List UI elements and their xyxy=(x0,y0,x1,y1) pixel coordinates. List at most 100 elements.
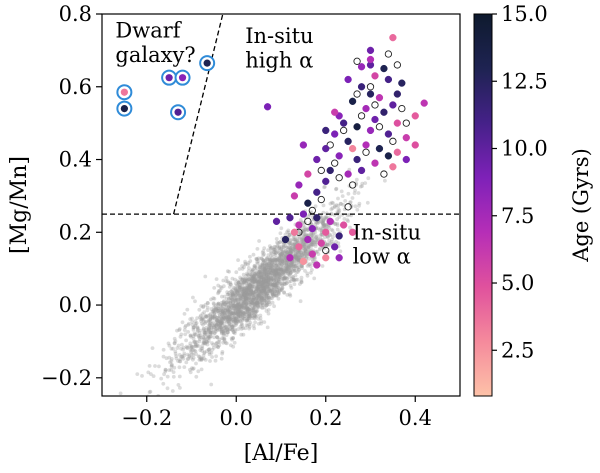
background-point xyxy=(293,273,298,278)
background-point xyxy=(247,288,252,293)
background-point xyxy=(311,243,315,247)
background-point xyxy=(277,256,282,261)
background-point xyxy=(248,282,252,287)
background-point xyxy=(336,196,340,201)
background-point xyxy=(287,262,291,267)
background-point xyxy=(172,341,177,346)
background-point xyxy=(213,358,218,363)
background-point xyxy=(163,368,168,372)
age-point xyxy=(389,163,397,171)
background-point xyxy=(268,257,272,262)
background-point xyxy=(275,258,280,263)
background-point xyxy=(293,256,298,260)
background-point xyxy=(259,272,264,276)
background-point xyxy=(315,249,320,254)
background-point xyxy=(193,344,198,349)
background-point xyxy=(283,249,288,254)
background-point xyxy=(269,288,274,293)
background-point xyxy=(277,272,282,277)
background-point xyxy=(264,275,268,280)
background-point xyxy=(243,279,247,284)
background-point xyxy=(210,315,214,320)
background-point xyxy=(234,303,239,308)
background-point xyxy=(278,267,283,272)
background-point xyxy=(270,291,274,295)
background-point xyxy=(303,232,308,237)
background-point xyxy=(247,285,251,290)
background-point xyxy=(334,239,338,244)
colorbar-tick-label: 2.5 xyxy=(501,338,534,362)
background-point xyxy=(327,225,332,230)
background-point xyxy=(172,365,177,370)
background-point xyxy=(279,257,284,262)
background-point xyxy=(180,354,185,359)
background-point xyxy=(209,328,214,333)
background-point xyxy=(264,285,269,290)
background-point xyxy=(268,296,273,300)
background-point xyxy=(222,337,227,342)
background-point xyxy=(271,262,276,267)
background-point xyxy=(251,268,255,272)
background-point xyxy=(235,283,239,287)
background-point xyxy=(301,230,306,235)
background-point xyxy=(335,221,340,226)
background-point xyxy=(187,354,192,359)
background-point xyxy=(272,277,276,282)
age-point xyxy=(362,141,370,149)
background-point xyxy=(253,271,257,276)
background-point xyxy=(302,225,307,230)
background-point xyxy=(272,283,277,287)
background-point xyxy=(303,244,307,249)
background-point xyxy=(280,251,285,256)
background-point xyxy=(209,351,214,355)
background-point xyxy=(252,263,257,268)
background-point xyxy=(210,322,215,326)
background-point xyxy=(221,278,226,283)
background-point xyxy=(270,258,274,263)
background-point xyxy=(309,234,314,238)
background-point xyxy=(259,319,264,324)
background-point xyxy=(231,294,236,298)
background-point xyxy=(242,288,246,293)
background-point xyxy=(243,278,247,283)
background-point xyxy=(270,260,275,265)
background-point xyxy=(242,316,246,321)
background-point xyxy=(209,307,214,311)
background-point xyxy=(175,328,179,333)
background-point xyxy=(295,254,300,259)
background-point xyxy=(236,313,241,317)
background-point xyxy=(270,283,275,288)
background-point xyxy=(266,282,270,287)
background-point xyxy=(258,268,262,273)
background-point xyxy=(314,238,318,243)
open-circle-point xyxy=(335,174,343,182)
background-point xyxy=(244,295,249,300)
background-point xyxy=(249,274,254,278)
background-point xyxy=(263,269,268,274)
age-point xyxy=(366,90,375,98)
background-point xyxy=(258,298,263,302)
background-point xyxy=(262,286,267,291)
background-point xyxy=(256,287,260,292)
background-point xyxy=(322,223,326,227)
background-point xyxy=(228,301,233,305)
background-point xyxy=(242,288,246,293)
background-point xyxy=(268,258,273,262)
background-point xyxy=(247,283,252,287)
background-point xyxy=(288,283,293,288)
background-point xyxy=(292,278,297,283)
background-point xyxy=(257,275,261,280)
age-point xyxy=(272,217,281,226)
background-point xyxy=(290,244,294,249)
background-point xyxy=(252,315,256,320)
background-point xyxy=(240,278,245,282)
background-point xyxy=(273,284,278,288)
background-point xyxy=(302,254,306,259)
background-point xyxy=(260,280,265,285)
background-point xyxy=(249,303,253,307)
background-point xyxy=(248,254,252,259)
background-point xyxy=(260,274,265,279)
background-point xyxy=(240,267,245,271)
background-point xyxy=(225,292,230,297)
background-point xyxy=(242,293,247,298)
